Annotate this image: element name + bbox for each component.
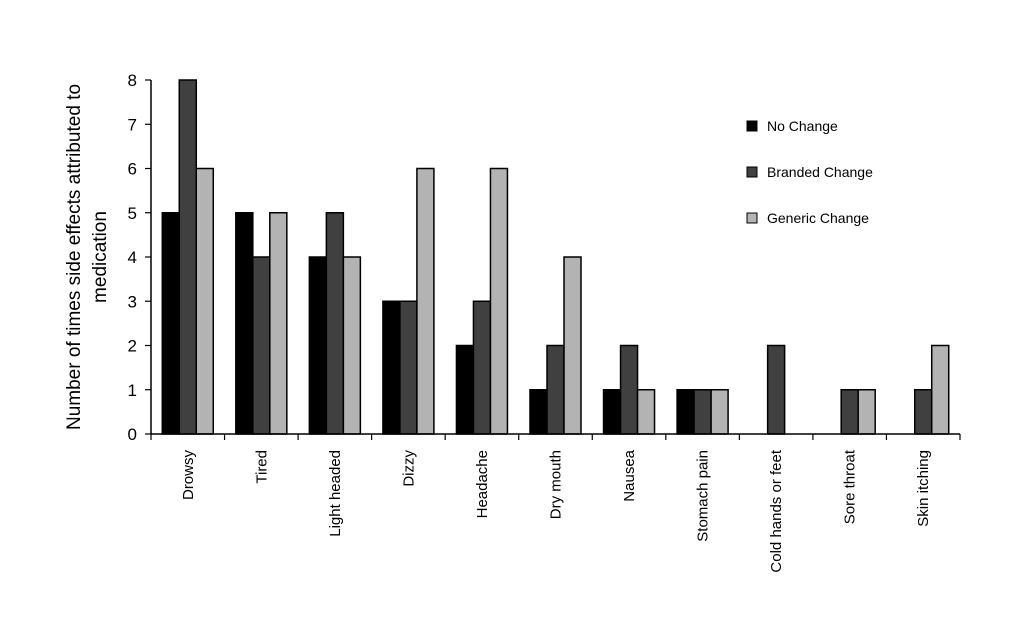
- y-axis-title-line-2: medication: [90, 211, 111, 303]
- y-tick-label: 4: [128, 248, 137, 267]
- x-tick-label: Sore throat: [842, 449, 859, 524]
- x-tick-label: Headache: [474, 450, 491, 518]
- bar-0-0: [161, 212, 181, 435]
- y-axis-title: Number of times side effects attributed …: [64, 84, 111, 430]
- legend-label-0: No Change: [767, 118, 838, 134]
- legend-label-2: Generic Change: [767, 210, 869, 226]
- y-ticks-group: 0 1 2 3 4 5 6 7 8: [128, 71, 151, 444]
- bar-2-0: [195, 167, 215, 435]
- bar-2-6: [636, 389, 656, 435]
- bar-1-7: [693, 389, 712, 435]
- bar-0-7: [676, 389, 695, 435]
- x-tick-label: Cold hands or feet: [768, 449, 785, 572]
- x-tick-label: Light headed: [327, 450, 344, 537]
- y-tick-label: 0: [128, 425, 137, 444]
- bar-1-0: [178, 79, 198, 435]
- bar-2-10: [930, 344, 950, 435]
- bar-0-1: [235, 212, 254, 435]
- bar-1-4: [472, 300, 492, 435]
- bar-1-5: [546, 344, 565, 435]
- x-tick-label: Stomach pain: [695, 450, 712, 542]
- x-tick-label: Dry mouth: [548, 450, 565, 519]
- bar-1-9: [840, 389, 859, 435]
- bar-2-5: [563, 256, 582, 435]
- y-tick-label: 5: [128, 204, 137, 223]
- x-tick-label: Skin itching: [915, 450, 932, 527]
- x-tick-label: Nausea: [621, 449, 638, 501]
- bar-0-2: [308, 256, 328, 435]
- legend-swatch-1: [746, 166, 758, 178]
- bar-2-3: [416, 167, 435, 435]
- y-tick-label: 3: [128, 292, 137, 311]
- y-tick-label: 7: [128, 115, 137, 134]
- bar-2-9: [857, 389, 876, 435]
- bar-0-3: [382, 300, 401, 435]
- bar-0-6: [602, 389, 622, 435]
- bar-1-1: [252, 256, 271, 435]
- legend: No Change Branded Change Generic Change: [746, 118, 873, 226]
- x-labels-group: Drowsy Tired Light headed Dizzy Headache Dry …: [180, 449, 932, 572]
- bar-1-8: [766, 344, 786, 435]
- x-tick-label: Drowsy: [180, 450, 197, 501]
- legend-swatch-0: [746, 120, 758, 132]
- y-tick-label: 8: [128, 71, 137, 90]
- bar-1-10: [913, 389, 933, 435]
- bar-2-4: [489, 167, 509, 435]
- y-tick-label: 2: [128, 337, 137, 356]
- x-tick-label: Tired: [253, 450, 270, 484]
- bar-2-2: [342, 256, 362, 435]
- bar-1-2: [325, 212, 345, 435]
- x-tick-label: Dizzy: [400, 450, 417, 487]
- bar-2-7: [710, 389, 729, 435]
- legend-swatch-2: [746, 212, 758, 224]
- y-axis-title-line-1: Number of times side effects attributed …: [64, 84, 85, 430]
- bar-0-4: [455, 344, 475, 435]
- bar-0-5: [529, 389, 548, 435]
- y-tick-label: 6: [128, 160, 137, 179]
- bar-1-6: [619, 344, 639, 435]
- bars-group: [161, 79, 950, 435]
- bar-1-3: [399, 300, 418, 435]
- legend-label-1: Branded Change: [767, 164, 873, 180]
- y-tick-label: 1: [128, 381, 137, 400]
- bar-2-1: [269, 212, 288, 435]
